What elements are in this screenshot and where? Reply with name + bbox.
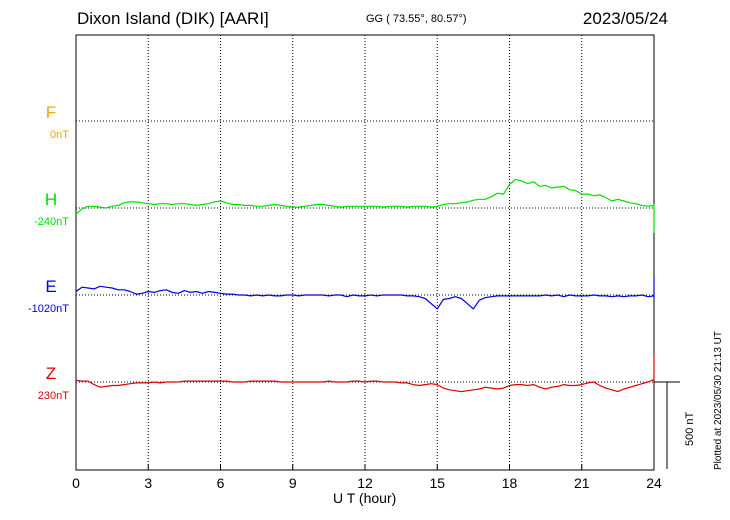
x-tick-label: 21	[574, 475, 590, 491]
axis-ticks: 0 3 6 9 12 15 18 21 24	[72, 464, 662, 491]
scale-bar-label: 500 nT	[684, 411, 696, 446]
baseline-label-z: 230nT	[38, 390, 69, 402]
plot-date: 2023/05/24	[582, 9, 668, 28]
component-label-f: F	[46, 103, 56, 122]
station-title: Dixon Island (DIK) [AARI]	[77, 9, 269, 28]
grid-lines	[76, 35, 654, 470]
component-label-e: E	[45, 277, 56, 296]
station-coordinates: GG ( 73.55°, 80.57°)	[366, 13, 467, 25]
x-tick-label: 12	[357, 475, 373, 491]
series-line-z	[75, 354, 655, 393]
x-tick-label: 0	[72, 475, 80, 491]
plotted-at-note: Plotted at 2023/05/30 21:13 UT	[713, 331, 724, 470]
series-group	[75, 178, 655, 393]
x-axis-title: U T (hour)	[333, 490, 397, 506]
x-tick-label: 6	[217, 475, 225, 491]
x-tick-label: 24	[646, 475, 662, 491]
x-tick-label: 18	[502, 475, 518, 491]
series-line-h	[75, 178, 655, 233]
series-line-e	[75, 277, 655, 310]
baseline-label-f: 0nT	[50, 129, 69, 141]
component-label-h: H	[45, 190, 57, 209]
x-tick-label: 3	[144, 475, 152, 491]
component-label-z: Z	[46, 364, 56, 383]
x-tick-label: 9	[289, 475, 297, 491]
scale-bar	[654, 381, 680, 469]
x-tick-label: 15	[429, 475, 445, 491]
baseline-label-e: -1020nT	[28, 303, 69, 315]
component-labels: F 0nT H -240nT E -1020nT Z 230nT	[28, 103, 69, 402]
baseline-label-h: -240nT	[34, 216, 69, 228]
